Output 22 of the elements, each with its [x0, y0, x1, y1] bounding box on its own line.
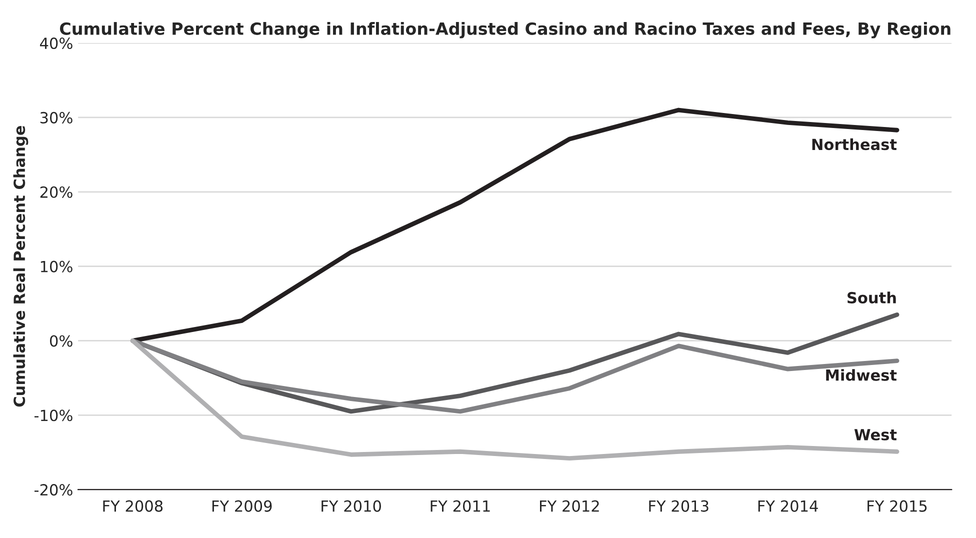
x-tick-label: FY 2013: [649, 500, 708, 512]
x-tick-label: FY 2010: [322, 500, 381, 512]
series-label: Midwest: [826, 369, 897, 381]
x-tick-label: FY 2012: [540, 500, 599, 512]
series-label: South: [848, 292, 896, 304]
y-tick-label: -20%: [34, 484, 72, 496]
y-tick-label: 20%: [40, 186, 72, 198]
y-tick-label: 10%: [40, 260, 72, 272]
x-tick-label: FY 2009: [212, 500, 272, 512]
x-tick-label: FY 2015: [868, 500, 927, 512]
line-series: [130, 338, 900, 461]
y-tick-label: 0%: [50, 335, 72, 347]
series-label: Northeast: [812, 138, 897, 150]
x-tick-label: FY 2014: [758, 500, 818, 512]
chart-title: Cumulative Percent Change in Inflation-Adjusted Casino and Racino Taxes and Fees, By Region: [60, 22, 950, 38]
x-tick-label: FY 2008: [103, 500, 163, 512]
y-tick-label: 30%: [40, 112, 72, 124]
series-label: West: [854, 429, 897, 440]
y-axis-title: Cumulative Real Percent Change: [13, 126, 28, 407]
x-tick-label: FY 2011: [430, 500, 490, 512]
y-tick-label: -10%: [34, 410, 72, 422]
y-tick-label: 40%: [40, 38, 72, 50]
